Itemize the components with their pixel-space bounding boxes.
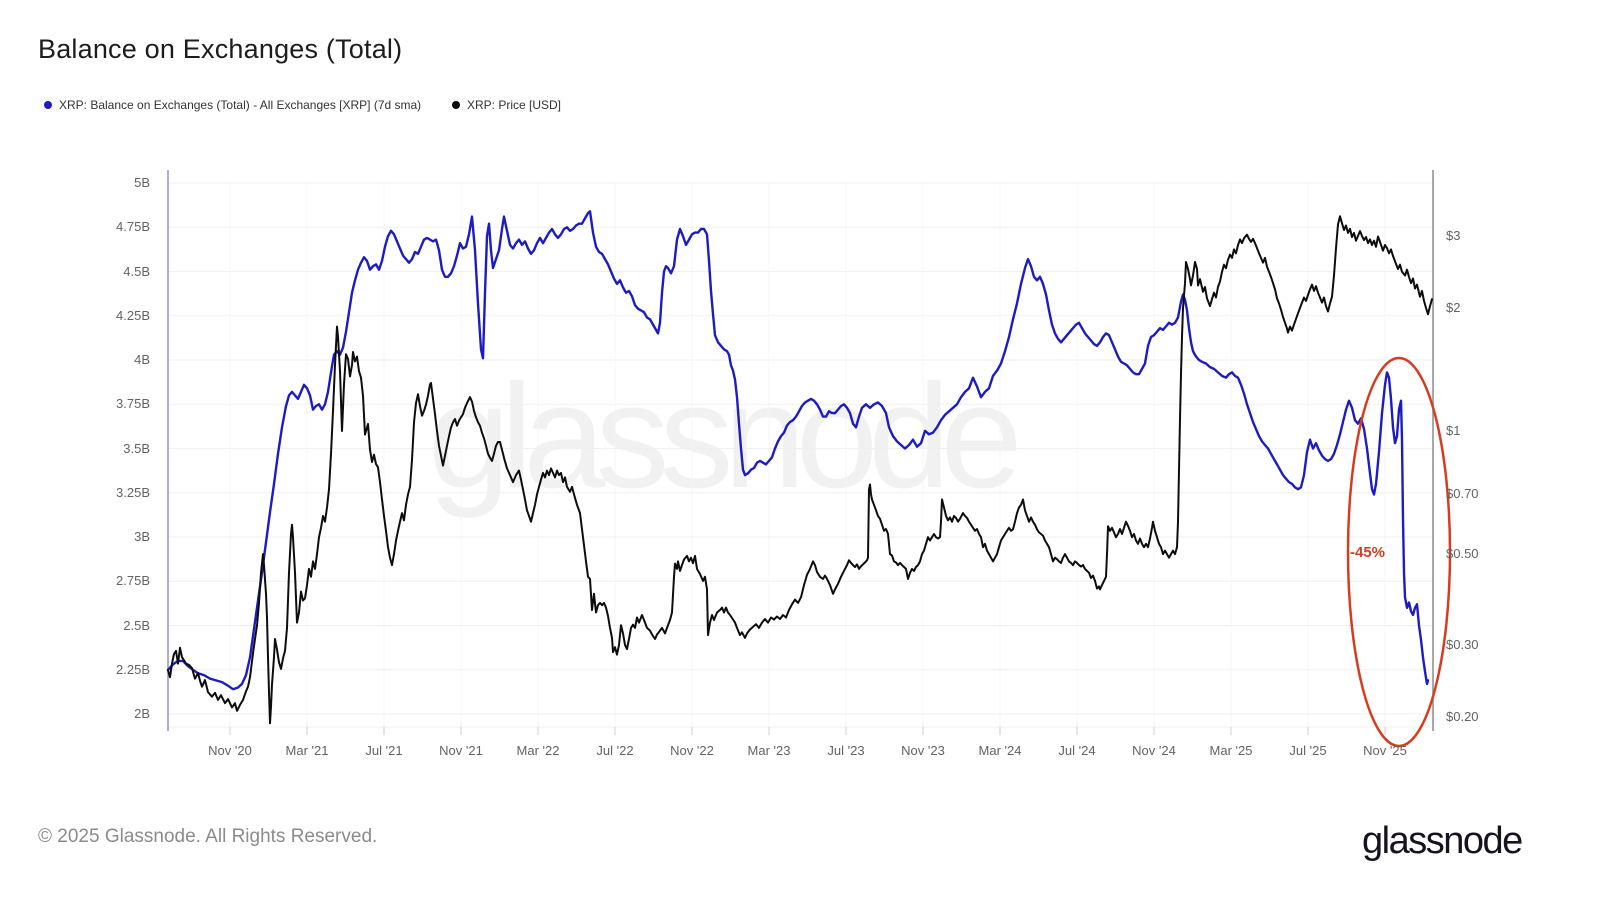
x-axis-tick-label: Mar '23: [747, 743, 791, 758]
x-axis-tick-label: Mar '21: [285, 743, 329, 758]
x-axis-tick-label: Jul '25: [1289, 743, 1327, 758]
x-axis-tick-label: Nov '22: [670, 743, 714, 758]
balance-line-series: [166, 210, 1430, 691]
left-axis-tick-label: 2.75B: [116, 573, 150, 589]
glassnode-logo: glassnode: [1362, 820, 1523, 862]
left-axis-tick-label: 3B: [134, 529, 150, 544]
legend-dot-balance-icon: [44, 101, 52, 109]
left-axis-tick-label: 4B: [134, 352, 150, 367]
x-axis-tick-label: Jul '24: [1058, 743, 1096, 758]
x-axis-tick-label: Nov '23: [901, 743, 945, 758]
left-axis-tick-label: 2.25B: [116, 661, 150, 677]
legend-label-balance: XRP: Balance on Exchanges (Total) - All …: [59, 98, 422, 112]
annotation-ellipse: [1346, 356, 1452, 748]
copyright-text: © 2025 Glassnode. All Rights Reserved.: [38, 826, 378, 847]
legend-dot-price-icon: [452, 101, 460, 109]
right-axis-tick-label: $2: [1446, 299, 1461, 315]
x-axis-tick-label: Jul '22: [596, 743, 634, 758]
left-axis-tick-label: 2B: [134, 706, 150, 721]
x-axis-tick-label: Mar '25: [1209, 743, 1253, 758]
left-axis-tick-label: 4.75B: [116, 219, 150, 235]
right-axis-tick-label: $0.70: [1446, 486, 1479, 502]
right-axis-tick-label: $1: [1446, 423, 1461, 438]
x-axis-tick-label: Jul '21: [365, 743, 403, 758]
right-axis-tick-label: $0.30: [1446, 636, 1479, 652]
x-axis-tick-label: Jul '23: [827, 743, 865, 758]
left-axis-tick-label: 4.5B: [123, 263, 150, 279]
legend-item-price[interactable]: XRP: Price [USD]: [452, 98, 561, 112]
legend-label-price: XRP: Price [USD]: [467, 98, 562, 112]
left-axis-tick-label: 3.75B: [116, 396, 150, 412]
left-axis-tick-label: 5B: [134, 175, 150, 190]
right-axis-tick-label: $0.20: [1446, 708, 1479, 724]
x-axis-tick-label: Nov '21: [439, 743, 483, 758]
x-axis-tick-label: Mar '22: [516, 743, 560, 758]
x-axis-tick-label: Nov '20: [208, 743, 252, 758]
left-axis-tick-label: 3.25B: [116, 484, 150, 500]
page-title: Balance on Exchanges (Total): [38, 34, 403, 64]
legend-item-balance[interactable]: XRP: Balance on Exchanges (Total) - All …: [44, 98, 421, 112]
x-axis-tick-label: Nov '24: [1132, 743, 1176, 758]
left-axis-tick-label: 4.25B: [116, 307, 150, 323]
right-axis-tick-label: $0.50: [1446, 546, 1479, 562]
plot-svg[interactable]: [0, 0, 1600, 790]
x-axis-tick-label: Mar '24: [978, 743, 1022, 758]
annotation-label: -45%: [1350, 544, 1386, 561]
left-axis-tick-label: 3.5B: [123, 440, 150, 456]
right-axis-tick-label: $3: [1446, 227, 1461, 243]
price-line-series: [167, 215, 1433, 725]
left-axis-tick-label: 2.5B: [123, 617, 150, 633]
x-axis-tick-label: Nov '25: [1363, 743, 1407, 758]
